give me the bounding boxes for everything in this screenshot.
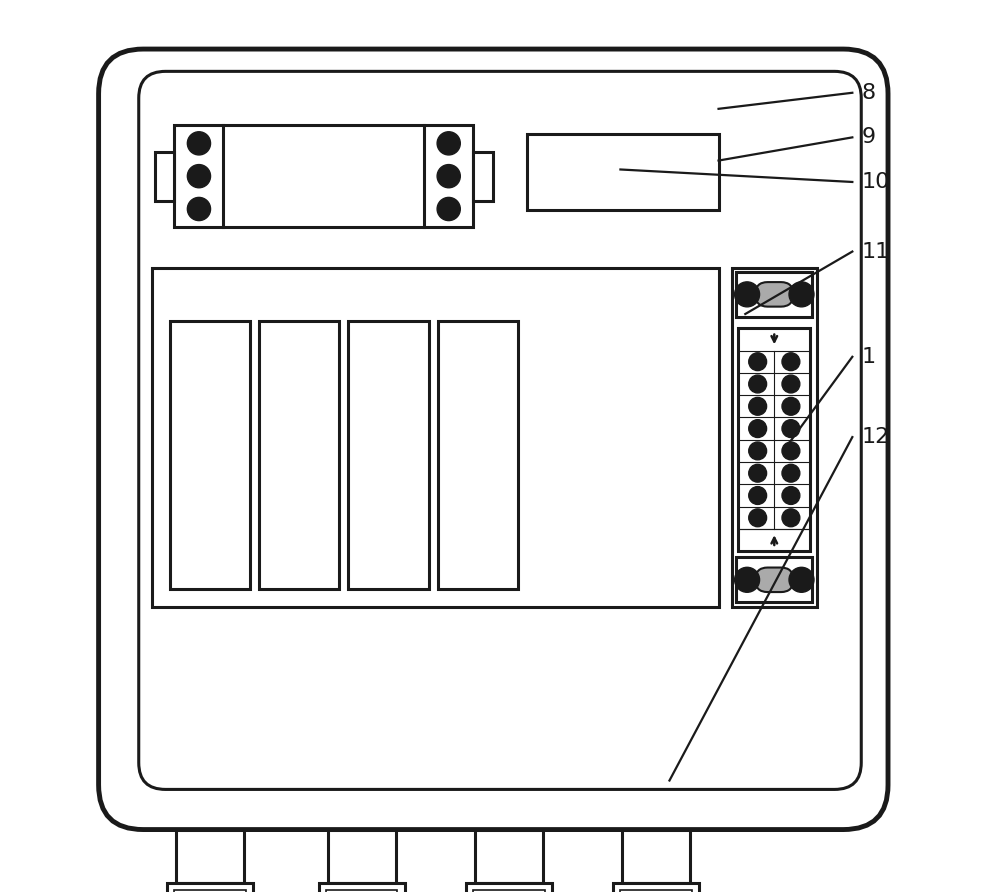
Text: 11: 11 bbox=[861, 242, 890, 261]
Bar bbox=[319, 883, 405, 892]
FancyBboxPatch shape bbox=[139, 71, 861, 789]
Circle shape bbox=[749, 508, 767, 527]
Bar bbox=[155, 152, 174, 201]
Circle shape bbox=[437, 164, 460, 188]
Circle shape bbox=[749, 376, 767, 393]
Bar bbox=[348, 321, 429, 589]
Circle shape bbox=[782, 376, 800, 393]
Circle shape bbox=[749, 442, 767, 460]
Text: 12: 12 bbox=[861, 427, 890, 447]
Bar bbox=[438, 321, 518, 589]
Bar bbox=[736, 558, 812, 602]
Bar bbox=[174, 125, 473, 227]
Circle shape bbox=[782, 420, 800, 438]
FancyBboxPatch shape bbox=[755, 282, 793, 307]
Bar bbox=[736, 272, 812, 317]
Circle shape bbox=[749, 398, 767, 416]
Bar bbox=[466, 883, 552, 892]
Bar bbox=[475, 830, 543, 883]
Bar bbox=[613, 883, 699, 892]
Circle shape bbox=[735, 567, 760, 592]
Bar bbox=[473, 152, 493, 201]
Circle shape bbox=[749, 487, 767, 505]
Bar bbox=[167, 883, 253, 892]
Circle shape bbox=[187, 197, 211, 220]
Bar bbox=[328, 830, 396, 883]
Circle shape bbox=[749, 353, 767, 371]
Bar bbox=[170, 321, 250, 589]
Text: 9: 9 bbox=[861, 128, 875, 147]
Circle shape bbox=[782, 398, 800, 416]
Circle shape bbox=[782, 487, 800, 505]
Bar bbox=[473, 890, 545, 892]
Circle shape bbox=[782, 464, 800, 482]
Bar bbox=[326, 890, 397, 892]
Bar bbox=[732, 268, 817, 607]
Text: 10: 10 bbox=[861, 172, 890, 192]
Bar bbox=[622, 830, 690, 883]
Bar bbox=[738, 328, 810, 551]
Circle shape bbox=[782, 442, 800, 460]
Circle shape bbox=[437, 197, 460, 220]
Text: 1: 1 bbox=[861, 347, 875, 367]
FancyBboxPatch shape bbox=[99, 49, 888, 830]
Circle shape bbox=[187, 164, 211, 188]
Text: 8: 8 bbox=[861, 83, 875, 103]
Bar bbox=[176, 830, 244, 883]
Bar bbox=[527, 134, 719, 210]
Circle shape bbox=[735, 282, 760, 307]
Circle shape bbox=[437, 132, 460, 155]
Circle shape bbox=[187, 132, 211, 155]
Bar bbox=[152, 268, 719, 607]
Bar bbox=[259, 321, 339, 589]
Circle shape bbox=[782, 353, 800, 371]
Bar bbox=[174, 890, 246, 892]
Circle shape bbox=[749, 420, 767, 438]
Circle shape bbox=[749, 464, 767, 482]
Circle shape bbox=[782, 508, 800, 527]
Circle shape bbox=[789, 567, 814, 592]
FancyBboxPatch shape bbox=[755, 567, 793, 592]
Bar bbox=[620, 890, 692, 892]
Circle shape bbox=[789, 282, 814, 307]
